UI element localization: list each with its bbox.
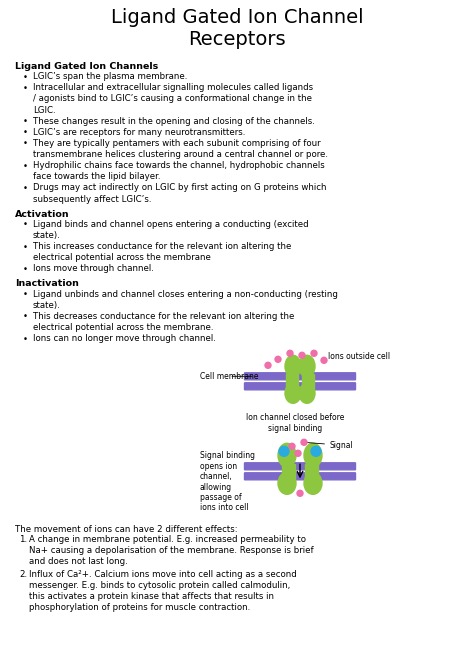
Text: Cell membrane: Cell membrane	[200, 372, 258, 381]
Text: 2.: 2.	[19, 570, 27, 579]
FancyBboxPatch shape	[245, 383, 356, 390]
Ellipse shape	[299, 383, 315, 403]
Circle shape	[321, 357, 327, 363]
Text: Ions outside cell: Ions outside cell	[324, 352, 390, 361]
Ellipse shape	[304, 472, 322, 494]
Text: •: •	[23, 312, 28, 322]
FancyBboxPatch shape	[245, 473, 356, 480]
Text: Activation: Activation	[15, 210, 70, 218]
Ellipse shape	[304, 444, 322, 467]
Text: •: •	[23, 220, 28, 229]
Bar	[282, 464, 295, 479]
Text: •: •	[23, 265, 28, 274]
Text: •: •	[23, 161, 28, 171]
Text: Inactivation: Inactivation	[15, 279, 79, 289]
Bar	[305, 464, 318, 479]
Text: •: •	[23, 73, 28, 82]
Text: Intracellular and extracellular signalling molecules called ligands
/ agonists b: Intracellular and extracellular signalli…	[33, 83, 313, 115]
Text: •: •	[23, 243, 28, 252]
Ellipse shape	[285, 355, 301, 377]
Ellipse shape	[278, 444, 296, 467]
Ellipse shape	[278, 472, 296, 494]
Text: •: •	[23, 184, 28, 193]
Text: This increases conductance for the relevant ion altering the
electrical potentia: This increases conductance for the relev…	[33, 242, 292, 262]
Text: LGIC’s are receptors for many neurotransmitters.: LGIC’s are receptors for many neurotrans…	[33, 128, 246, 137]
Text: Ligand Gated Ion Channel
Receptors: Ligand Gated Ion Channel Receptors	[111, 8, 363, 49]
Text: Influx of Ca²+. Calcium ions move into cell acting as a second
messenger. E.g. b: Influx of Ca²+. Calcium ions move into c…	[29, 570, 297, 612]
Text: Ions move through channel.: Ions move through channel.	[33, 265, 154, 273]
Text: •: •	[23, 129, 28, 137]
Text: Signal binding
opens ion
channel,
allowing
passage of
ions into cell: Signal binding opens ion channel, allowi…	[200, 452, 255, 513]
Text: This decreases conductance for the relevant ion altering the
electrical potentia: This decreases conductance for the relev…	[33, 312, 294, 332]
Text: •: •	[23, 84, 28, 93]
Text: A change in membrane potential. E.g. increased permeability to
Na+ causing a dep: A change in membrane potential. E.g. inc…	[29, 535, 314, 565]
Circle shape	[287, 350, 293, 356]
Circle shape	[275, 356, 281, 362]
Text: Ion channel closed before
signal binding: Ion channel closed before signal binding	[246, 413, 344, 433]
FancyBboxPatch shape	[245, 463, 356, 470]
Ellipse shape	[285, 383, 301, 403]
Text: •: •	[23, 117, 28, 126]
Circle shape	[311, 350, 317, 356]
Text: Drugs may act indirectly on LGIC by first acting on G proteins which
subsequentl: Drugs may act indirectly on LGIC by firs…	[33, 184, 327, 204]
Circle shape	[279, 446, 289, 456]
Text: Ligand unbinds and channel closes entering a non-conducting (resting
state).: Ligand unbinds and channel closes enteri…	[33, 289, 338, 310]
Text: •: •	[23, 335, 28, 344]
Circle shape	[311, 446, 321, 456]
Circle shape	[289, 444, 295, 450]
FancyBboxPatch shape	[245, 373, 356, 380]
Text: The movement of ions can have 2 different effects:: The movement of ions can have 2 differen…	[15, 525, 237, 534]
Text: Hydrophilic chains face towards the channel, hydrophobic channels
face towards t: Hydrophilic chains face towards the chan…	[33, 161, 325, 182]
Text: Ligand Gated Ion Channels: Ligand Gated Ion Channels	[15, 62, 158, 71]
Bar	[302, 375, 314, 389]
Circle shape	[297, 490, 303, 496]
Circle shape	[301, 440, 307, 446]
Ellipse shape	[299, 355, 315, 377]
Text: •: •	[23, 139, 28, 149]
Text: Ligand binds and channel opens entering a conducting (excited
state).: Ligand binds and channel opens entering …	[33, 220, 309, 240]
Circle shape	[265, 362, 271, 369]
Text: •: •	[23, 290, 28, 299]
Text: They are typically pentamers with each subunit comprising of four
transmembrane : They are typically pentamers with each s…	[33, 139, 328, 159]
Circle shape	[295, 450, 301, 456]
Text: 1.: 1.	[19, 535, 27, 543]
Circle shape	[299, 352, 305, 358]
Bar	[286, 375, 298, 389]
Text: These changes result in the opening and closing of the channels.: These changes result in the opening and …	[33, 117, 315, 126]
Text: Ions can no longer move through channel.: Ions can no longer move through channel.	[33, 334, 216, 343]
Text: Signal: Signal	[307, 441, 354, 450]
Text: LGIC’s span the plasma membrane.: LGIC’s span the plasma membrane.	[33, 72, 187, 81]
